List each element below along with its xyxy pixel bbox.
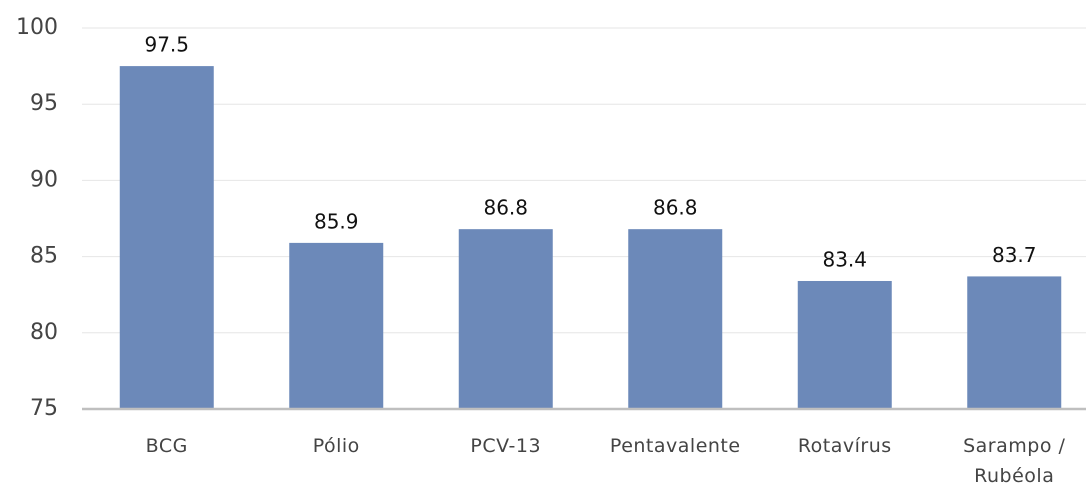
data-label: 86.8 (653, 196, 698, 220)
x-tick-label: Sarampo / Rubéola (963, 435, 1066, 487)
x-tick-label: Pólio (312, 435, 360, 457)
bar (289, 242, 384, 409)
y-tick-label: 100 (16, 15, 58, 40)
x-tick-label: Rotavírus (797, 435, 892, 457)
bar (119, 66, 214, 409)
y-tick-label: 90 (30, 167, 58, 192)
x-tick-label: BCG (145, 435, 188, 457)
data-label: 83.4 (822, 247, 867, 271)
data-label: 83.7 (992, 243, 1037, 267)
y-tick-label: 95 (30, 91, 58, 116)
y-tick-label: 80 (30, 320, 58, 345)
bar (458, 229, 553, 409)
y-tick-label: 85 (30, 244, 58, 269)
y-tick-label: 75 (30, 396, 58, 421)
data-label: 86.8 (483, 196, 528, 220)
bar (797, 280, 892, 409)
bar (967, 276, 1062, 409)
x-tick-label: Pentavalente (609, 435, 741, 457)
x-tick-label: PCV-13 (470, 435, 542, 457)
bar (628, 229, 723, 409)
data-label: 97.5 (144, 33, 189, 57)
data-label: 85.9 (314, 209, 359, 233)
